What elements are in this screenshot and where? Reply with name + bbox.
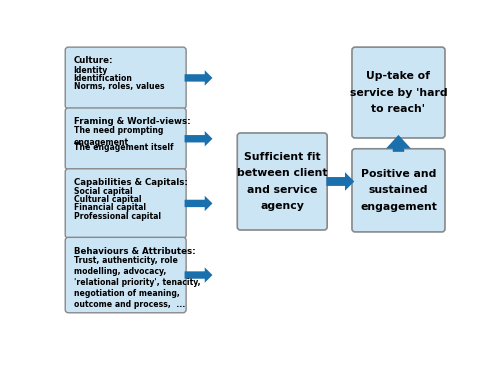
Text: Culture:: Culture: [74,57,113,65]
FancyBboxPatch shape [65,237,186,313]
Text: Financial capital: Financial capital [74,203,146,212]
Text: Sufficient fit
between client
and service
agency: Sufficient fit between client and servic… [237,152,328,211]
Text: The engagement itself: The engagement itself [74,143,173,152]
FancyBboxPatch shape [65,108,186,170]
Polygon shape [184,196,213,211]
Text: Social capital: Social capital [74,187,133,196]
Text: Professional capital: Professional capital [74,211,161,221]
Text: Identity: Identity [74,66,108,75]
Polygon shape [184,267,213,283]
FancyBboxPatch shape [65,47,186,109]
Polygon shape [327,172,354,191]
FancyBboxPatch shape [352,149,445,232]
FancyBboxPatch shape [352,47,445,138]
Text: Positive and
sustained
engagement: Positive and sustained engagement [360,169,437,212]
FancyBboxPatch shape [237,133,327,230]
Text: Framing & World-views:: Framing & World-views: [74,117,190,126]
Text: Identification: Identification [74,74,133,83]
Text: Cultural capital: Cultural capital [74,195,141,204]
Text: Up-take of
service by 'hard
to reach': Up-take of service by 'hard to reach' [350,71,447,114]
Text: Trust, authenticity, role
modelling, advocacy,
'relational priority', tenacity,
: Trust, authenticity, role modelling, adv… [74,256,200,309]
Text: Behaviours & Attributes:: Behaviours & Attributes: [74,247,195,255]
Polygon shape [184,70,213,86]
Text: Norms, roles, values: Norms, roles, values [74,82,165,91]
FancyBboxPatch shape [65,169,186,238]
Polygon shape [386,135,411,152]
Polygon shape [184,131,213,146]
Text: Capabilities & Capitals:: Capabilities & Capitals: [74,178,188,187]
Text: The need prompting
engagement: The need prompting engagement [74,126,163,146]
